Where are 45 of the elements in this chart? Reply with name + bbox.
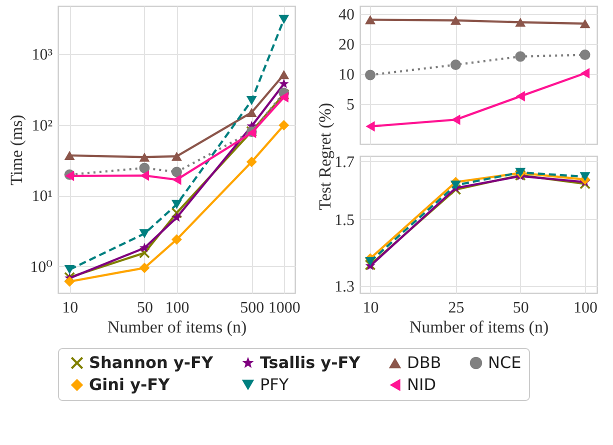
x-tick-label: 10: [62, 300, 78, 316]
y-tick-label: 5: [346, 96, 354, 114]
y-tick-label: 10³: [32, 46, 53, 64]
legend-label: Gini y-FY: [89, 375, 170, 394]
x-tick-label: 500: [240, 300, 264, 316]
x-tick-label: 100: [165, 300, 190, 316]
point: [172, 174, 182, 185]
point: [64, 265, 75, 274]
point: [171, 152, 182, 161]
point: [64, 276, 75, 287]
y-axis-title: Test Regret (%): [316, 102, 334, 210]
y-tick-label: 10¹: [32, 188, 53, 206]
x-tick-label: 1000: [268, 300, 300, 316]
point: [278, 14, 290, 24]
point: [64, 150, 75, 160]
legend-label: DBB: [407, 353, 442, 372]
y-tick-label: 1.3: [334, 278, 354, 296]
point: [278, 120, 290, 130]
point: [278, 70, 290, 80]
x-axis-title: Number of items (n): [409, 318, 549, 336]
point: [171, 234, 182, 245]
legend-label: Shannon y-FY: [89, 353, 214, 372]
y-tick-label: 10²: [32, 117, 53, 134]
point: [171, 200, 182, 210]
x-tick-label: 100: [574, 300, 598, 316]
y-tick-label: 1.7: [334, 154, 354, 171]
point: [172, 212, 182, 222]
legend-label: NCE: [488, 353, 522, 372]
x-tick-label: 50: [512, 300, 529, 316]
y-tick-label: 1.5: [334, 212, 354, 229]
y-axis-title: Time (ms): [7, 114, 26, 186]
y-tick-label: 10: [338, 66, 354, 84]
legend-label: NID: [407, 375, 436, 394]
y-tick-label: 10⁰: [30, 258, 52, 276]
legend-label: PFY: [260, 375, 289, 394]
point: [171, 166, 182, 178]
y-tick-label: 40: [338, 6, 354, 24]
x-tick-label: 50: [136, 300, 153, 316]
point: [279, 92, 288, 102]
x-axis-title: Number of items (n): [107, 318, 247, 336]
x-tick-label: 25: [448, 300, 464, 316]
x-tick-label: 10: [362, 300, 379, 316]
legend-label: Tsallis y-FY: [260, 353, 361, 372]
point: [278, 78, 289, 88]
y-tick-label: 20: [338, 36, 354, 54]
